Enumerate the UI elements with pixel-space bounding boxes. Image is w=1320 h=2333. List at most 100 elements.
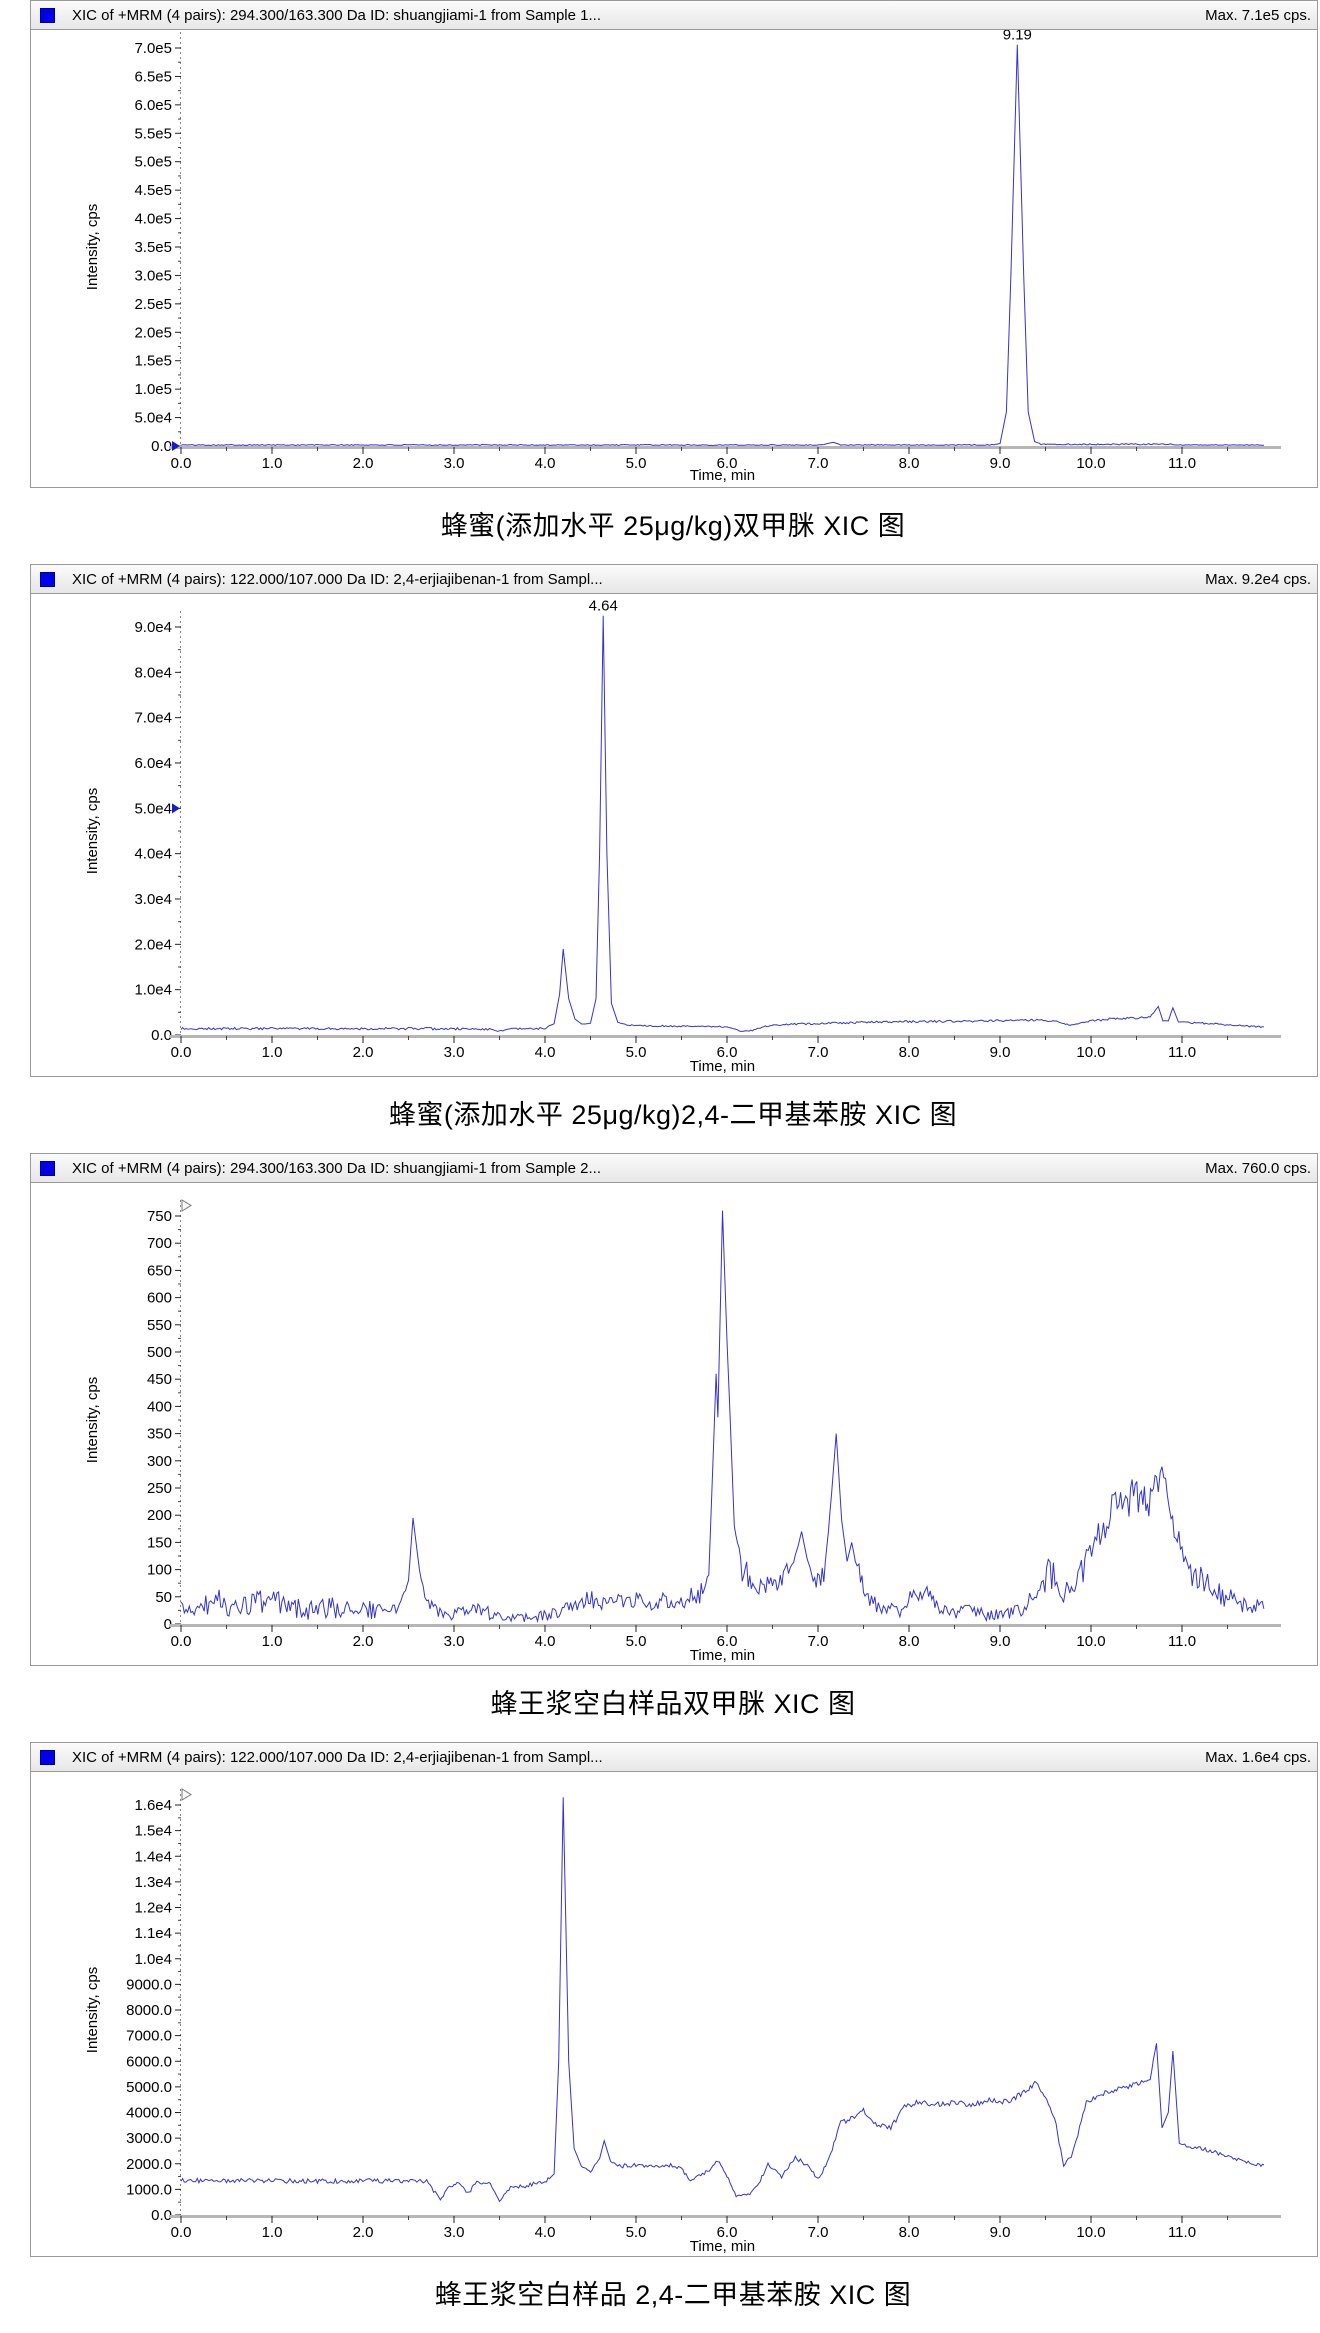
x-tick-label: 2.0 — [353, 1044, 374, 1061]
x-tick-label: 11.0 — [1168, 455, 1196, 472]
x-tick-label: 4.0 — [535, 455, 556, 472]
x-tick-label: 8.0 — [899, 1044, 920, 1061]
chromatogram-panel-3: XIC of +MRM (4 pairs): 294.300/163.300 D… — [30, 1153, 1318, 1666]
y-tick-label: 2000.0 — [126, 2156, 172, 2173]
y-tick-label: 1.5e5 — [134, 353, 172, 370]
peak-time-label: 4.64 — [589, 598, 618, 615]
axis-marker-triangle-icon — [181, 1788, 192, 1801]
y-tick-label: 150 — [147, 1534, 172, 1551]
y-tick-label: 1.6e4 — [134, 1797, 172, 1814]
xic-trace — [180, 615, 1264, 1032]
y-tick-label: 7.0e4 — [134, 710, 172, 727]
y-tick-label: 6000.0 — [126, 2053, 172, 2070]
x-tick-label: 7.0 — [808, 455, 829, 472]
y-tick-label: 3000.0 — [126, 2130, 172, 2147]
y-tick-label: 500 — [147, 1344, 172, 1361]
x-tick-label: 10.0 — [1076, 1044, 1105, 1061]
y-tick-label: 2.0e4 — [134, 936, 172, 953]
x-tick-label: 9.0 — [990, 455, 1011, 472]
chart-title: XIC of +MRM (4 pairs): 122.000/107.000 D… — [72, 1748, 603, 1766]
y-tick-label: 50 — [155, 1589, 172, 1606]
y-tick-label: 1.5e4 — [134, 1823, 172, 1840]
y-tick-label: 1.3e4 — [134, 1874, 172, 1891]
x-tick-label: 8.0 — [899, 1633, 920, 1650]
y-tick-label: 5.0e4 — [134, 800, 172, 817]
x-axis-title: Time, min — [690, 467, 755, 484]
x-tick-label: 1.0 — [262, 2224, 283, 2241]
y-axis-title: Intensity, cps — [84, 1967, 101, 2053]
y-tick-label: 6.5e5 — [134, 68, 172, 85]
figure-caption: 蜂王浆空白样品 2,4-二甲基苯胺 XIC 图 — [434, 2280, 912, 2310]
x-tick-label: 11.0 — [1168, 1044, 1196, 1061]
chart-max-label: Max. 760.0 cps. — [1205, 1159, 1311, 1177]
xic-trace — [180, 1210, 1265, 1624]
x-tick-label: 1.0 — [262, 1633, 283, 1650]
x-tick-label: 9.0 — [990, 1633, 1011, 1650]
x-tick-label: 3.0 — [444, 1044, 465, 1061]
xic-trace — [180, 44, 1264, 447]
x-tick-label: 10.0 — [1076, 1633, 1105, 1650]
x-tick-label: 10.0 — [1076, 2224, 1105, 2241]
y-tick-label: 100 — [147, 1562, 172, 1579]
trace-legend-square-icon — [40, 7, 55, 23]
xic-chromatogram-svg: 0 50 100 150 200 250 300 350 400 450 500 550 600 650 7… — [84, 1199, 1281, 1664]
x-tick-label: 4.0 — [535, 1633, 556, 1650]
x-tick-label: 6.0 — [717, 1044, 738, 1061]
y-tick-label: 0.0 — [151, 1027, 172, 1044]
x-tick-label: 9.0 — [990, 1044, 1011, 1061]
y-tick-label: 7000.0 — [126, 2028, 172, 2045]
y-tick-label: 5000.0 — [126, 2079, 172, 2096]
y-tick-label: 350 — [147, 1426, 172, 1443]
trace-legend-square-icon — [40, 1160, 55, 1176]
x-tick-label: 2.0 — [353, 2224, 374, 2241]
x-tick-label: 4.0 — [535, 1044, 556, 1061]
trace-legend-square-icon — [40, 1749, 55, 1765]
x-tick-label: 8.0 — [899, 2224, 920, 2241]
chart-max-label: Max. 7.1e5 cps. — [1205, 6, 1311, 24]
y-tick-label: 700 — [147, 1235, 172, 1252]
chart-header: XIC of +MRM (4 pairs): 294.300/163.300 D… — [31, 1154, 1317, 1183]
axis-marker-triangle-icon — [181, 1199, 192, 1212]
y-tick-label: 400 — [147, 1398, 172, 1415]
y-axis-title: Intensity, cps — [84, 788, 101, 874]
y-tick-label: 1.0e4 — [134, 1951, 172, 1968]
xic-trace — [180, 1797, 1265, 2203]
xic-chromatogram-svg: 0.0 1.0e4 2.0e4 3.0e4 4.0e4 5.0e4 6.0e4 7.0e4 8.… — [84, 598, 1281, 1075]
y-tick-label: 4.5e5 — [134, 182, 172, 199]
xic-chromatogram-svg: 0.0 1000.0 2000.0 3000.0 4000.0 5000.0 6000.0 7… — [84, 1788, 1281, 2255]
y-tick-label: 0.0 — [151, 438, 172, 455]
y-tick-label: 8.0e4 — [134, 664, 172, 681]
x-tick-label: 11.0 — [1168, 1633, 1196, 1650]
x-tick-label: 0.0 — [171, 2224, 192, 2241]
x-tick-label: 11.0 — [1168, 2224, 1196, 2241]
y-tick-label: 1000.0 — [126, 2181, 172, 2198]
axis-marker-triangle-icon — [172, 441, 180, 451]
chromatogram-panel-2: XIC of +MRM (4 pairs): 122.000/107.000 D… — [30, 564, 1318, 1077]
chart-title: XIC of +MRM (4 pairs): 294.300/163.300 D… — [72, 6, 601, 24]
x-tick-label: 5.0 — [626, 455, 647, 472]
x-tick-label: 6.0 — [717, 1633, 738, 1650]
x-tick-label: 8.0 — [899, 455, 920, 472]
x-tick-label: 9.0 — [990, 2224, 1011, 2241]
y-tick-label: 9000.0 — [126, 1976, 172, 1993]
y-tick-label: 5.0e4 — [134, 410, 172, 427]
chart-plot-area: 0.0 1.0e4 2.0e4 3.0e4 4.0e4 5.0e4 6.0e4 7.0e4 8.… — [31, 594, 1317, 1076]
y-axis-title: Intensity, cps — [84, 1377, 101, 1463]
chart-title: XIC of +MRM (4 pairs): 294.300/163.300 D… — [72, 1159, 601, 1177]
x-tick-label: 3.0 — [444, 1633, 465, 1650]
y-tick-label: 3.0e4 — [134, 891, 172, 908]
y-tick-label: 0 — [164, 1616, 172, 1633]
x-tick-label: 7.0 — [808, 2224, 829, 2241]
figure-3: XIC of +MRM (4 pairs): 294.300/163.300 D… — [0, 1153, 1320, 1726]
x-axis-title: Time, min — [690, 1058, 755, 1075]
x-axis-title: Time, min — [690, 2238, 755, 2255]
y-tick-label: 550 — [147, 1317, 172, 1334]
y-tick-label: 1.1e4 — [134, 1925, 172, 1942]
trace-legend-square-icon — [40, 571, 55, 587]
y-tick-label: 6.0e5 — [134, 97, 172, 114]
y-tick-label: 650 — [147, 1262, 172, 1279]
x-tick-label: 5.0 — [626, 1633, 647, 1650]
y-tick-label: 4.0e4 — [134, 846, 172, 863]
x-tick-label: 0.0 — [171, 1044, 192, 1061]
y-tick-label: 200 — [147, 1507, 172, 1524]
